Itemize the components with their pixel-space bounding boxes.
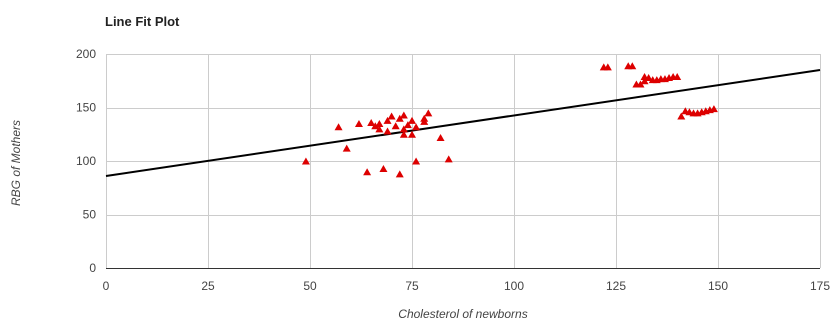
data-point-triangle [383, 127, 392, 135]
data-point-triangle [673, 72, 682, 80]
data-point-triangle [644, 74, 653, 82]
x-tick-label: 75 [405, 279, 419, 293]
data-point-triangle [677, 112, 686, 120]
data-point-triangle [444, 155, 453, 163]
y-tick-label: 0 [89, 261, 96, 275]
data-point-triangle [371, 122, 380, 130]
x-tick-label: 0 [103, 279, 110, 293]
fit-line-layer [105, 69, 821, 177]
chart-title: Line Fit Plot [105, 14, 180, 29]
data-point-triangle [395, 170, 404, 178]
data-point-triangle [379, 164, 388, 172]
data-point-triangle [603, 63, 612, 71]
grid-layer [106, 54, 821, 269]
data-point-triangle [301, 157, 310, 165]
data-point-triangle [408, 130, 416, 138]
tick-layer: 0 50 100 150 200 0 25 50 75 100 125 150 175 [76, 47, 830, 293]
x-tick-label: 175 [810, 279, 830, 293]
data-point-triangle [628, 62, 637, 70]
x-tick-label: 25 [201, 279, 215, 293]
x-tick-label: 100 [504, 279, 524, 293]
y-axis-label: RBG of Mothers [9, 120, 23, 206]
y-tick-label: 50 [83, 208, 97, 222]
data-point-triangle [424, 109, 433, 117]
data-points-layer [301, 62, 718, 178]
data-point-triangle [383, 116, 392, 124]
data-point-triangle [391, 122, 400, 130]
data-point-triangle [334, 123, 343, 131]
data-point-triangle [399, 130, 408, 138]
fit-line [105, 69, 821, 177]
data-point-triangle [408, 116, 416, 124]
data-point-triangle [403, 121, 412, 129]
data-point-triangle [412, 123, 421, 131]
data-point-triangle [367, 118, 376, 126]
x-tick-label: 150 [708, 279, 728, 293]
data-point-triangle [342, 144, 351, 152]
y-tick-label: 100 [76, 154, 96, 168]
data-point-triangle [354, 120, 363, 128]
data-point-triangle [412, 157, 421, 165]
data-point-triangle [640, 77, 649, 85]
y-tick-label: 200 [76, 47, 96, 61]
y-tick-label: 150 [76, 101, 96, 115]
data-point-triangle [399, 111, 408, 119]
data-point-triangle [420, 114, 429, 122]
data-point-triangle [375, 120, 384, 128]
data-point-triangle [363, 168, 372, 176]
data-point-triangle [375, 125, 384, 133]
data-point-triangle [399, 125, 408, 133]
data-point-triangle [436, 133, 445, 141]
data-point-triangle [395, 114, 404, 122]
x-axis-label: Cholesterol of newborns [398, 307, 527, 321]
data-point-triangle [636, 80, 645, 88]
data-point-triangle [709, 105, 718, 113]
x-tick-label: 125 [606, 279, 626, 293]
x-tick-label: 50 [303, 279, 317, 293]
data-point-triangle [387, 112, 396, 120]
